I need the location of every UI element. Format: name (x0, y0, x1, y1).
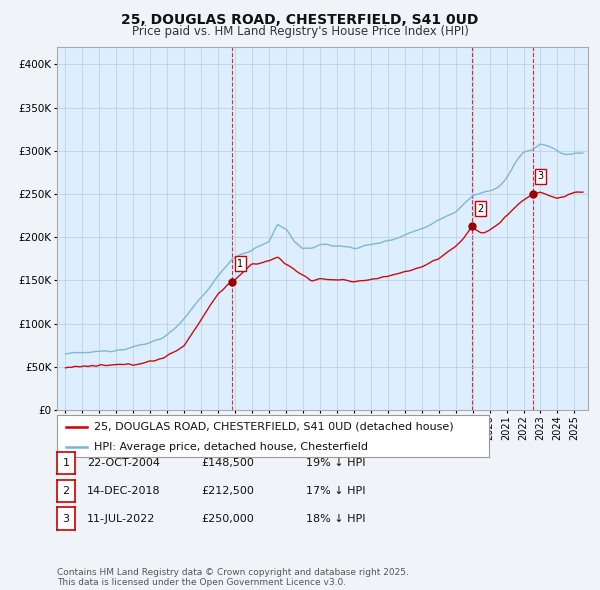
Text: 11-JUL-2022: 11-JUL-2022 (87, 514, 155, 523)
Text: 1: 1 (62, 458, 70, 468)
Text: 14-DEC-2018: 14-DEC-2018 (87, 486, 161, 496)
Text: £212,500: £212,500 (201, 486, 254, 496)
Text: Contains HM Land Registry data © Crown copyright and database right 2025.
This d: Contains HM Land Registry data © Crown c… (57, 568, 409, 587)
Text: 25, DOUGLAS ROAD, CHESTERFIELD, S41 0UD (detached house): 25, DOUGLAS ROAD, CHESTERFIELD, S41 0UD … (94, 422, 454, 432)
Text: 1: 1 (237, 259, 243, 269)
Text: 22-OCT-2004: 22-OCT-2004 (87, 458, 160, 468)
Text: £148,500: £148,500 (201, 458, 254, 468)
Text: HPI: Average price, detached house, Chesterfield: HPI: Average price, detached house, Ches… (94, 442, 368, 452)
Text: 17% ↓ HPI: 17% ↓ HPI (306, 486, 365, 496)
Text: 3: 3 (538, 171, 544, 181)
Text: 19% ↓ HPI: 19% ↓ HPI (306, 458, 365, 468)
Text: 2: 2 (477, 204, 483, 214)
Text: 18% ↓ HPI: 18% ↓ HPI (306, 514, 365, 523)
Text: 25, DOUGLAS ROAD, CHESTERFIELD, S41 0UD: 25, DOUGLAS ROAD, CHESTERFIELD, S41 0UD (121, 13, 479, 27)
Text: Price paid vs. HM Land Registry's House Price Index (HPI): Price paid vs. HM Land Registry's House … (131, 25, 469, 38)
Text: 3: 3 (62, 514, 70, 523)
Text: 2: 2 (62, 486, 70, 496)
Text: £250,000: £250,000 (201, 514, 254, 523)
